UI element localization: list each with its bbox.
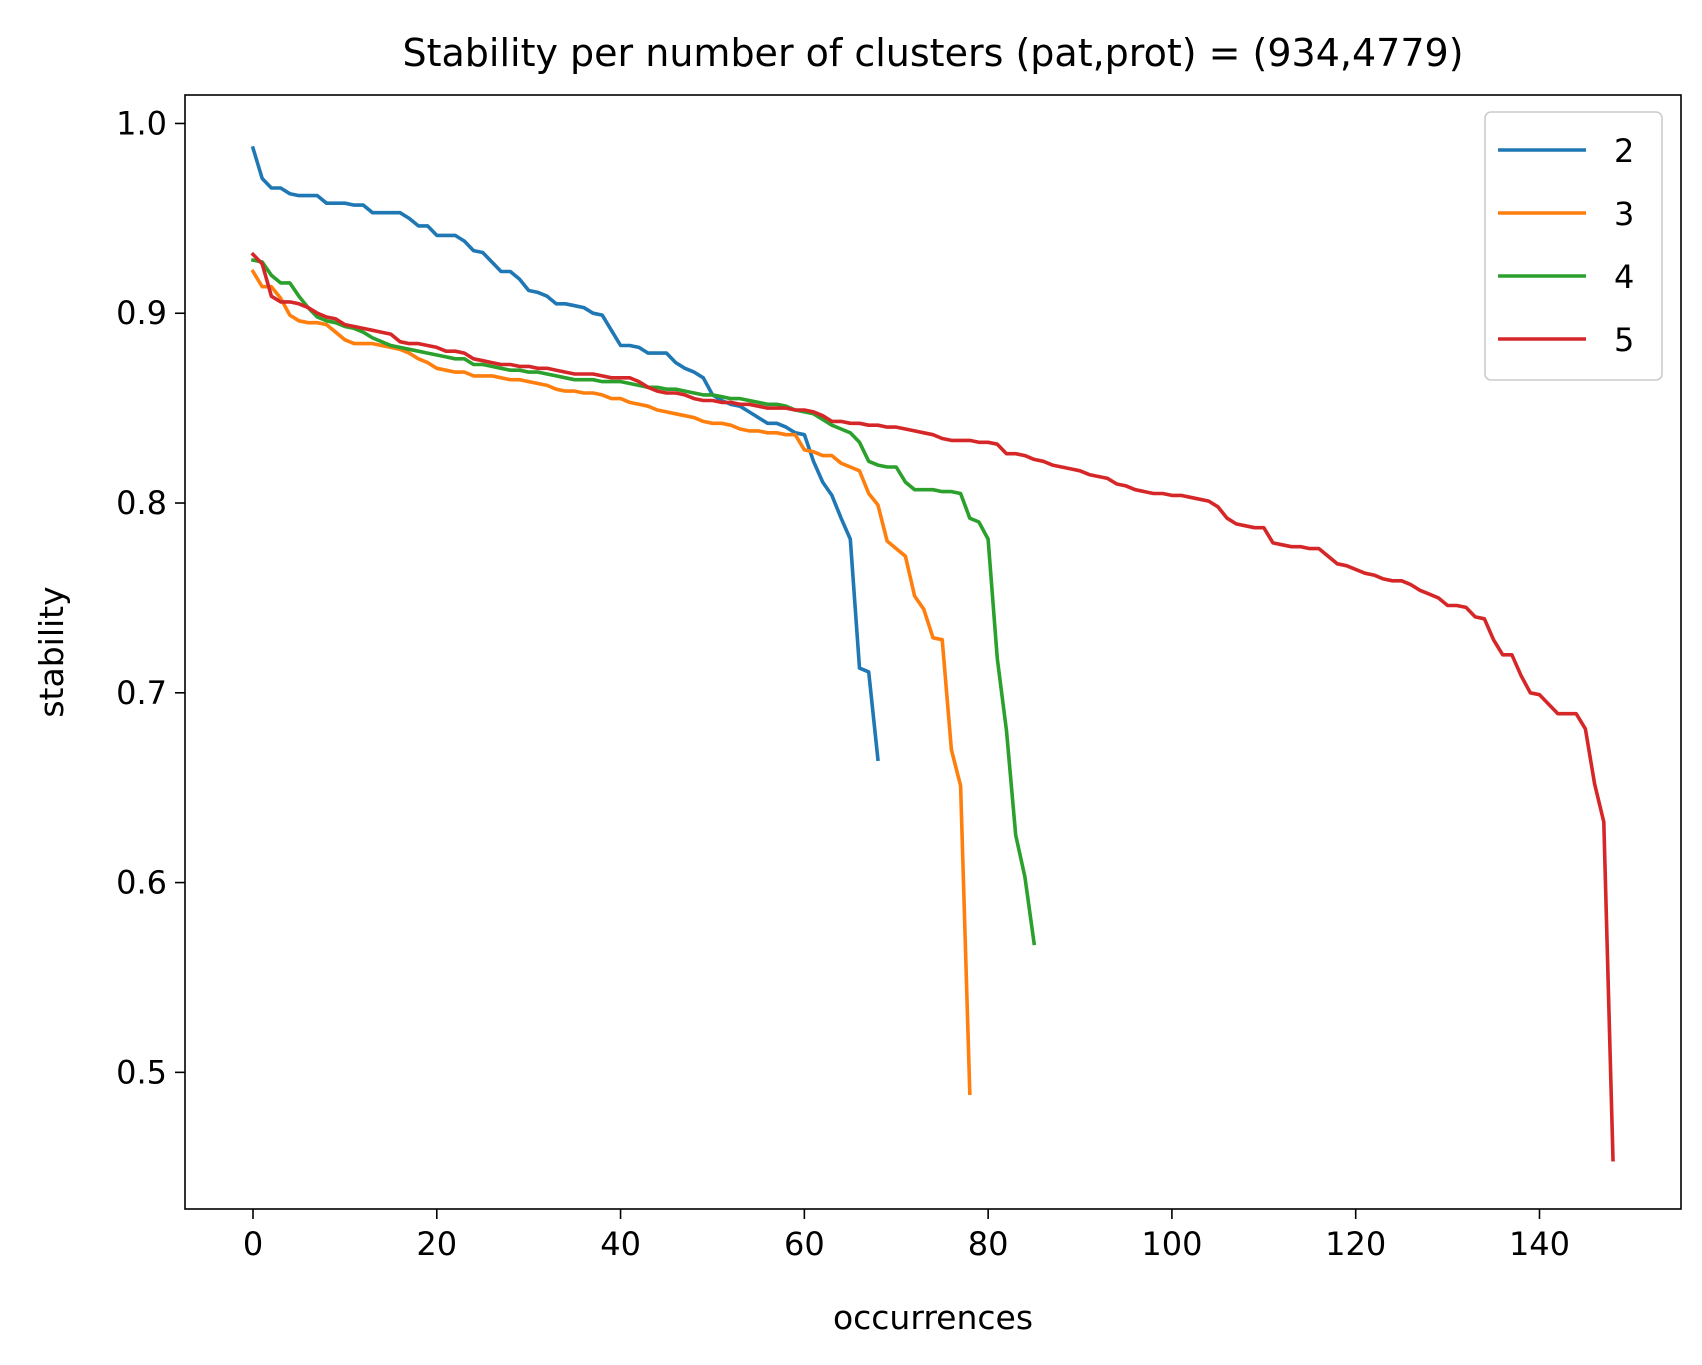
x-axis-label: occurrences: [833, 1298, 1033, 1337]
y-axis-ticks: 0.5 0.6 0.7 0.8 0.9 1.0: [116, 104, 185, 1091]
y-tick-label: 0.7: [116, 674, 167, 712]
x-tick-label: 60: [784, 1225, 825, 1263]
series-line-5: [250, 251, 1615, 1162]
y-tick-label: 1.0: [116, 104, 167, 142]
x-tick-label: 100: [1141, 1225, 1202, 1263]
legend-label-2: 2: [1614, 132, 1634, 170]
plot-frame: [184, 94, 1682, 1210]
chart-title: Stability per number of clusters (pat,pr…: [402, 31, 1463, 75]
y-tick-label: 0.9: [116, 294, 167, 332]
x-tick-label: 40: [600, 1225, 641, 1263]
y-tick-label: 0.8: [116, 484, 167, 522]
series-line-2: [250, 145, 880, 762]
x-tick-label: 20: [416, 1225, 457, 1263]
legend-label-4: 4: [1614, 258, 1634, 296]
x-tick-label: 0: [243, 1225, 263, 1263]
legend-label-3: 3: [1614, 195, 1634, 233]
series-layer: [250, 145, 1615, 1162]
y-axis-label: stability: [32, 586, 71, 717]
legend-frame: [1484, 111, 1663, 381]
legend-label-5: 5: [1614, 321, 1634, 359]
x-tick-label: 80: [968, 1225, 1009, 1263]
y-tick-label: 0.6: [116, 864, 167, 902]
x-tick-label: 140: [1509, 1225, 1570, 1263]
x-axis-ticks: 0 20 40 60 80 100 120 140: [243, 1209, 1570, 1263]
legend: 2 3 4 5: [1484, 111, 1663, 381]
x-tick-label: 120: [1325, 1225, 1386, 1263]
legend-entries: 2 3 4 5: [1498, 132, 1634, 359]
series-line-3: [250, 269, 972, 1096]
y-tick-label: 0.5: [116, 1053, 167, 1091]
